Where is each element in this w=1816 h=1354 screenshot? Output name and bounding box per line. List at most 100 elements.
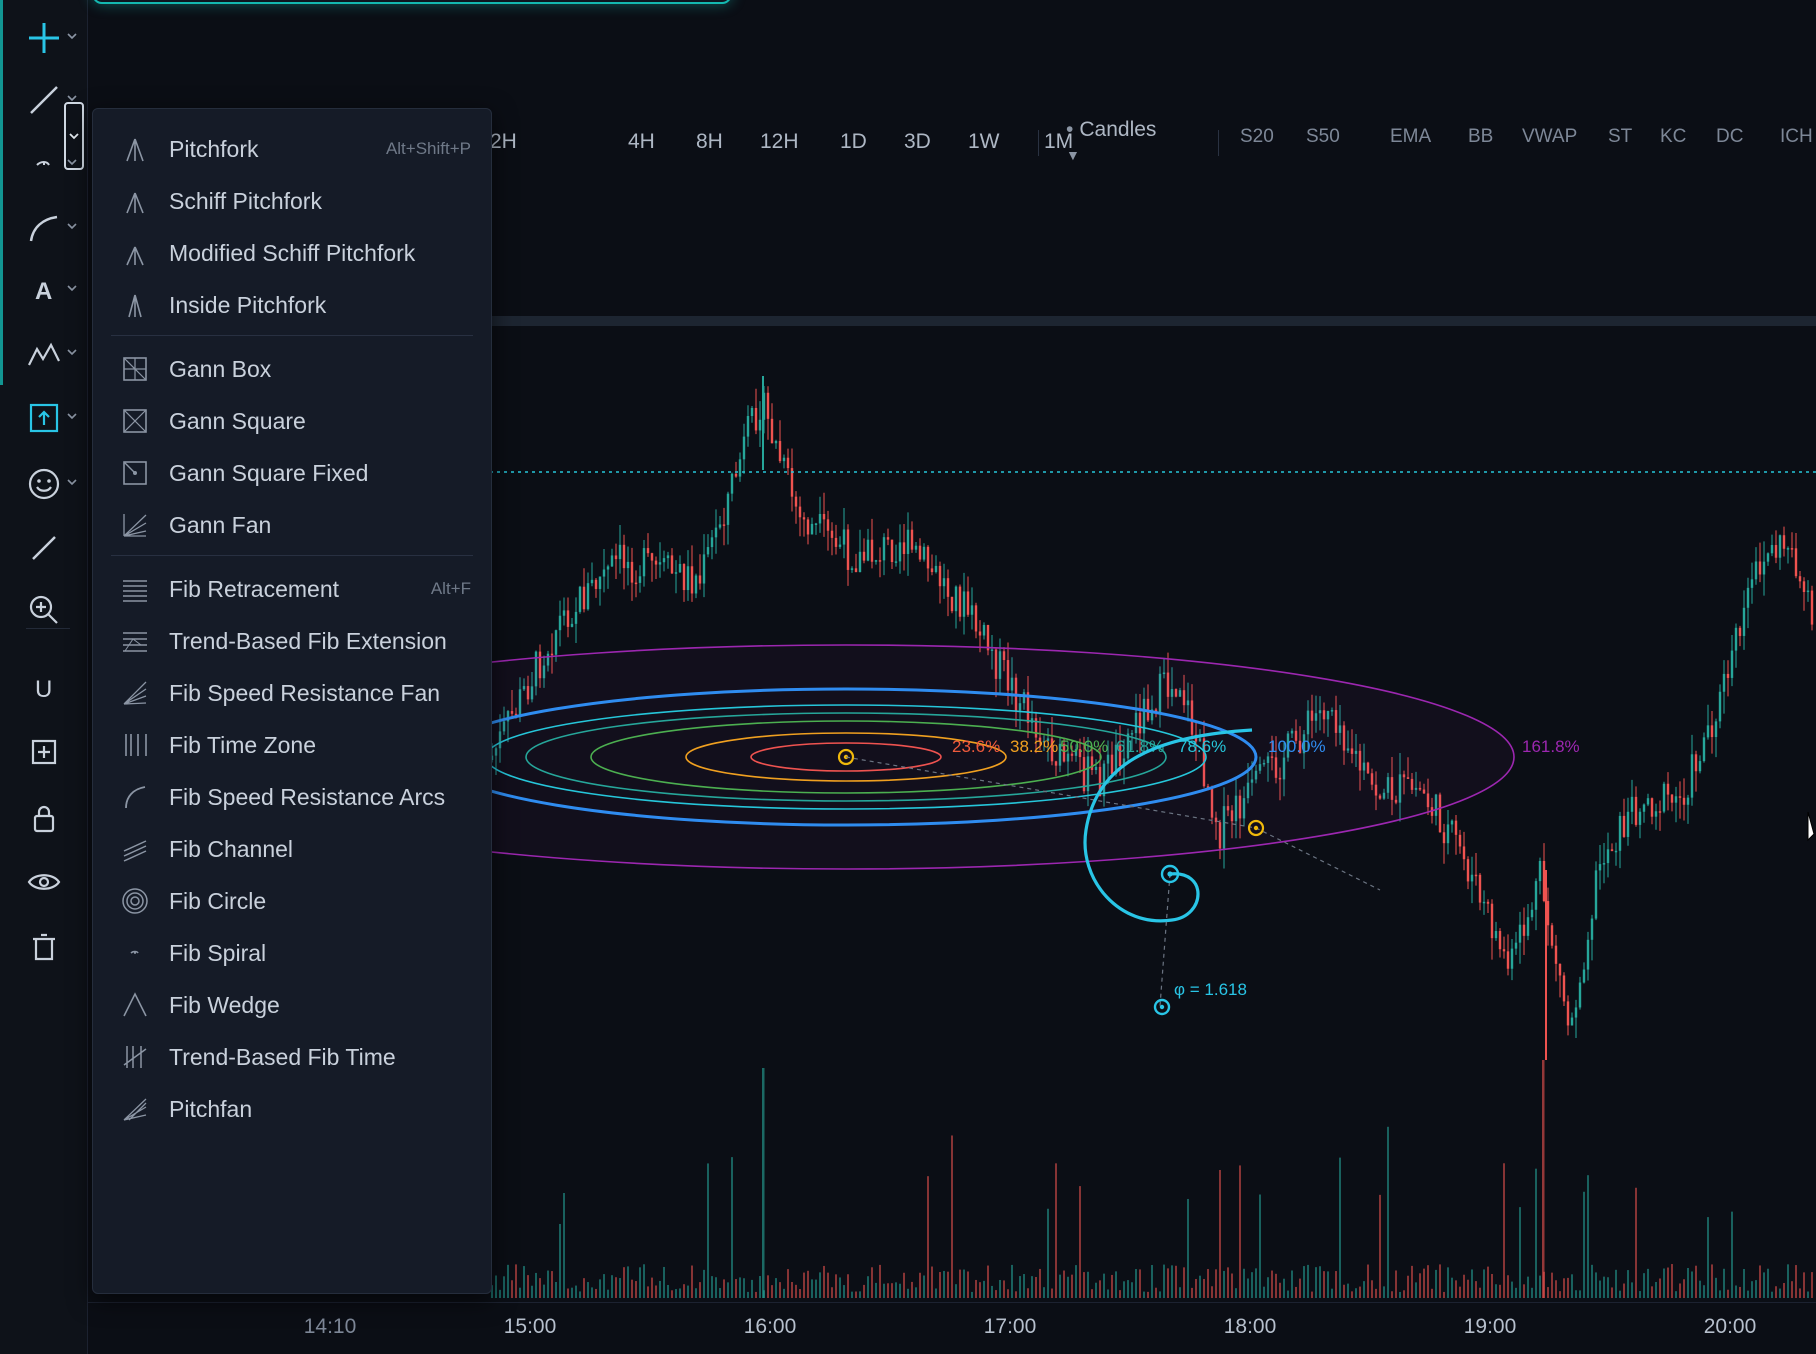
volume-bar [751, 1279, 753, 1298]
volume-bar [1587, 1175, 1589, 1298]
candle [1002, 647, 1006, 672]
fib-anchor-handle[interactable] [1247, 819, 1265, 837]
menu-item-gann-square[interactable]: Gann Square [93, 395, 491, 447]
magnet-tool[interactable]: U [18, 662, 70, 714]
volume-bar [1327, 1271, 1329, 1298]
menu-item-pitchfork[interactable]: Pitchfork Alt+Shift+P [93, 123, 491, 175]
menu-item-fib-circle[interactable]: Fib Circle [93, 875, 491, 927]
volume-bar [1539, 1275, 1541, 1298]
brush-tool[interactable] [18, 202, 77, 254]
menu-item-fib-speed-resistance-arcs[interactable]: Fib Speed Resistance Arcs [93, 771, 491, 823]
panel-divider[interactable] [490, 316, 1816, 326]
indicator-dc[interactable]: DC [1716, 126, 1744, 147]
volume-bar [911, 1281, 913, 1298]
fib-circle-drawing[interactable]: 23.6% 38.2% 50.0% 61.8% 78.6% 100.0% 161.8% [177, 644, 1580, 891]
chevron-down-icon[interactable] [66, 92, 78, 104]
timeframe-1w[interactable]: 1W [968, 130, 1000, 153]
chevron-down-icon[interactable] [66, 346, 78, 358]
ruler-icon [32, 536, 56, 560]
candle [1682, 778, 1686, 821]
patterns-tool[interactable] [18, 328, 77, 380]
chart-type-dropdown[interactable]: • Candles ▼ [1066, 118, 1156, 166]
menu-item-schiff-pitchfork[interactable]: Schiff Pitchfork [93, 175, 491, 227]
timeframe-3d[interactable]: 3D [904, 130, 931, 153]
volume-bar [659, 1280, 661, 1298]
volume-bar [735, 1279, 737, 1298]
volume-bar [895, 1282, 897, 1298]
menu-item-trend-based-fib-extension[interactable]: Trend-Based Fib Extension [93, 615, 491, 667]
chevron-down-icon[interactable] [66, 410, 78, 422]
timeframe-12h[interactable]: 12H [760, 130, 799, 153]
indicator-st[interactable]: ST [1608, 126, 1633, 147]
volume-bar [851, 1291, 853, 1298]
chevron-down-icon[interactable] [66, 476, 78, 488]
timeframe-2h[interactable]: 2H [490, 130, 517, 153]
indicator-vwap[interactable]: VWAP [1522, 126, 1578, 147]
text-tool[interactable]: A [18, 264, 77, 316]
menu-item-fib-retracement[interactable]: Fib Retracement Alt+F [93, 563, 491, 615]
zoom-tool[interactable] [18, 584, 70, 636]
volume-bar [835, 1274, 837, 1298]
candle [1498, 928, 1502, 958]
menu-item-gann-box[interactable]: Gann Box [93, 343, 491, 395]
menu-item-fib-speed-resistance-fan[interactable]: Fib Speed Resistance Fan [93, 667, 491, 719]
add-drawing-tool[interactable] [18, 726, 70, 778]
menu-item-fib-spiral[interactable]: Fib Spiral [93, 927, 491, 979]
svg-text:U: U [35, 676, 52, 703]
menu-item-label: Fib Speed Resistance Fan [169, 679, 441, 706]
indicator-s50[interactable]: S50 [1306, 126, 1340, 147]
timeframe-1d[interactable]: 1D [840, 130, 867, 153]
time-axis[interactable]: 14:10 15:00 16:00 17:00 18:00 19:00 20:00 [88, 1302, 1816, 1354]
spiral-end-handle[interactable] [1153, 998, 1171, 1016]
indicator-bb[interactable]: BB [1468, 126, 1494, 147]
indicator-ema[interactable]: EMA [1390, 126, 1432, 147]
menu-item-gann-square-fixed[interactable]: Gann Square Fixed [93, 447, 491, 499]
candle [1454, 814, 1458, 855]
timeframe-8h[interactable]: 8H [696, 130, 723, 153]
candle [682, 563, 686, 602]
menu-item-trend-based-fib-time[interactable]: Trend-Based Fib Time [93, 1031, 491, 1083]
volume-bar [1535, 1168, 1537, 1298]
trendline-tool[interactable] [18, 74, 77, 126]
menu-item-fib-time-zone[interactable]: Fib Time Zone [93, 719, 491, 771]
chevron-down-icon[interactable] [66, 30, 78, 42]
candle [718, 515, 722, 530]
candle [526, 675, 530, 705]
crosshair-tool[interactable] [18, 12, 77, 64]
menu-item-pitchfan[interactable]: Pitchfan [93, 1083, 491, 1135]
fib-spiral-tool[interactable] [18, 138, 77, 190]
volume-bar [1079, 1186, 1081, 1298]
indicator-ich[interactable]: ICH [1780, 126, 1813, 147]
candle [1554, 934, 1558, 982]
menu-item-inside-pitchfork[interactable]: Inside Pitchfork [93, 279, 491, 331]
fib-spiral-drawing[interactable]: φ = 1.618 [1083, 728, 1253, 1016]
visibility-tool[interactable] [18, 856, 70, 908]
chevron-down-icon[interactable] [66, 282, 78, 294]
chevron-down-icon[interactable] [66, 156, 78, 168]
fib-anchor-handle[interactable] [837, 748, 855, 766]
timeframe-4h[interactable]: 4H [628, 130, 655, 153]
menu-item-gann-fan[interactable]: Gann Fan [93, 499, 491, 551]
menu-item-modified-schiff-pitchfork[interactable]: Modified Schiff Pitchfork [93, 227, 491, 279]
spiral-center-handle[interactable] [1160, 864, 1180, 884]
fib-spiral-icon [36, 161, 50, 166]
measure-tool[interactable] [18, 392, 77, 444]
indicator-s20[interactable]: S20 [1240, 126, 1274, 147]
menu-item-fib-channel[interactable]: Fib Channel [93, 823, 491, 875]
menu-item-fib-wedge[interactable]: Fib Wedge [93, 979, 491, 1031]
emoji-tool[interactable] [18, 458, 77, 510]
lock-tool[interactable] [18, 792, 70, 844]
volume-bar [1151, 1265, 1153, 1298]
volume-bar [1643, 1273, 1645, 1298]
delete-tool[interactable] [18, 920, 70, 972]
active-tool-dropdown-toggle[interactable] [64, 102, 84, 170]
chevron-down-icon[interactable] [66, 220, 78, 232]
ruler-tool[interactable] [18, 522, 70, 574]
candle [586, 572, 590, 611]
time-axis-label: 15:00 [503, 1315, 557, 1338]
volume-bar [579, 1291, 581, 1298]
timeframe-1m[interactable]: 1M [1044, 130, 1074, 153]
indicator-kc[interactable]: KC [1660, 126, 1687, 147]
